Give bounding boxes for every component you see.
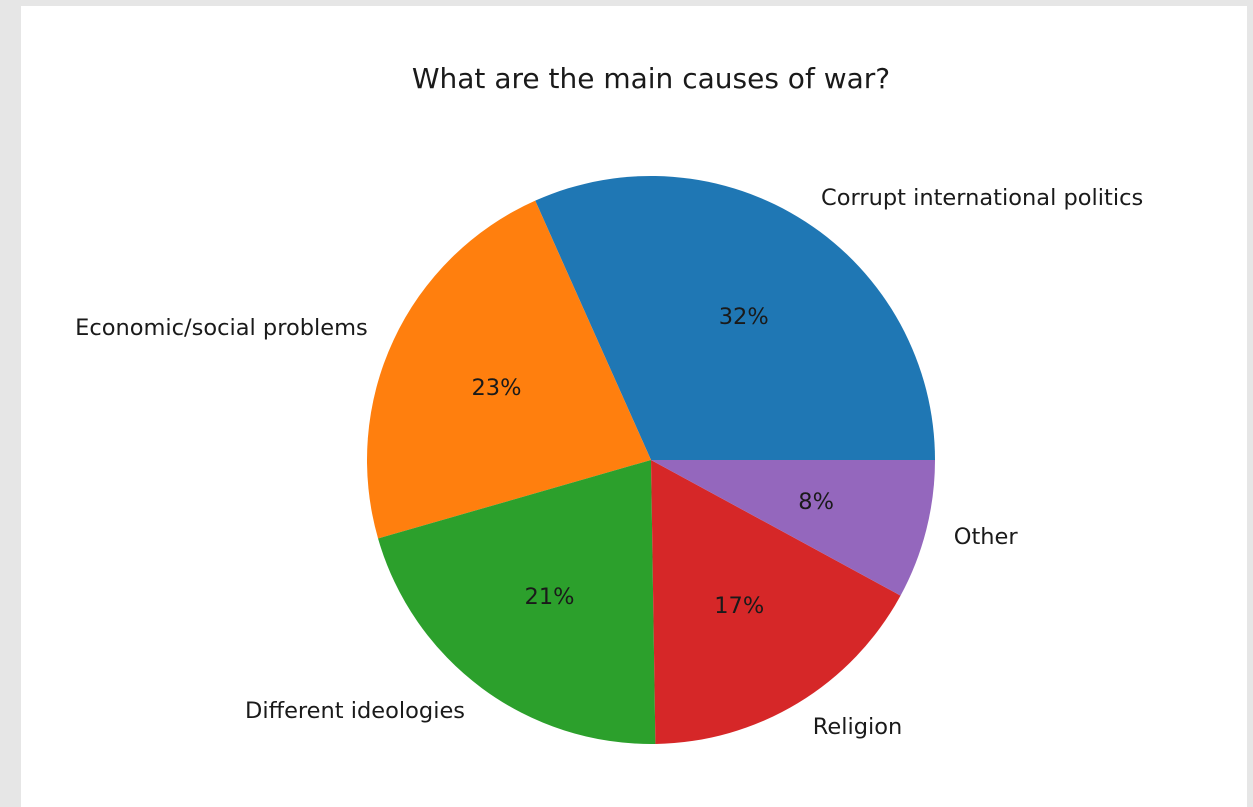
chart-title: What are the main causes of war? [412, 62, 890, 95]
pie-slice-category-label: Economic/social problems [75, 315, 368, 341]
pie-slice-percent-label: 17% [714, 593, 764, 619]
pie-slice-percent-label: 21% [525, 584, 575, 610]
pie-slice-percent-label: 8% [798, 489, 834, 515]
pie-slice-religion [651, 460, 901, 744]
pie-slices [366, 176, 935, 744]
pie-slice-category-label: Corrupt international politics [821, 185, 1143, 211]
pie-slice-corrupt-international-politics [535, 176, 935, 460]
pie-slice-percent-label: 23% [471, 375, 521, 401]
pie-slice-category-label: Other [954, 524, 1019, 550]
pie-slice-category-label: Different ideologies [245, 698, 465, 724]
pie-slice-other [651, 460, 935, 596]
pie-labels: 32% Corrupt international politics 23% Econ… [75, 185, 1143, 740]
pie-slice-different-ideologies [378, 460, 656, 744]
pie-slice-category-label: Religion [813, 714, 903, 740]
pie-slice-percent-label: 32% [719, 304, 769, 330]
pie-slice-economic-social-problems [366, 200, 651, 539]
